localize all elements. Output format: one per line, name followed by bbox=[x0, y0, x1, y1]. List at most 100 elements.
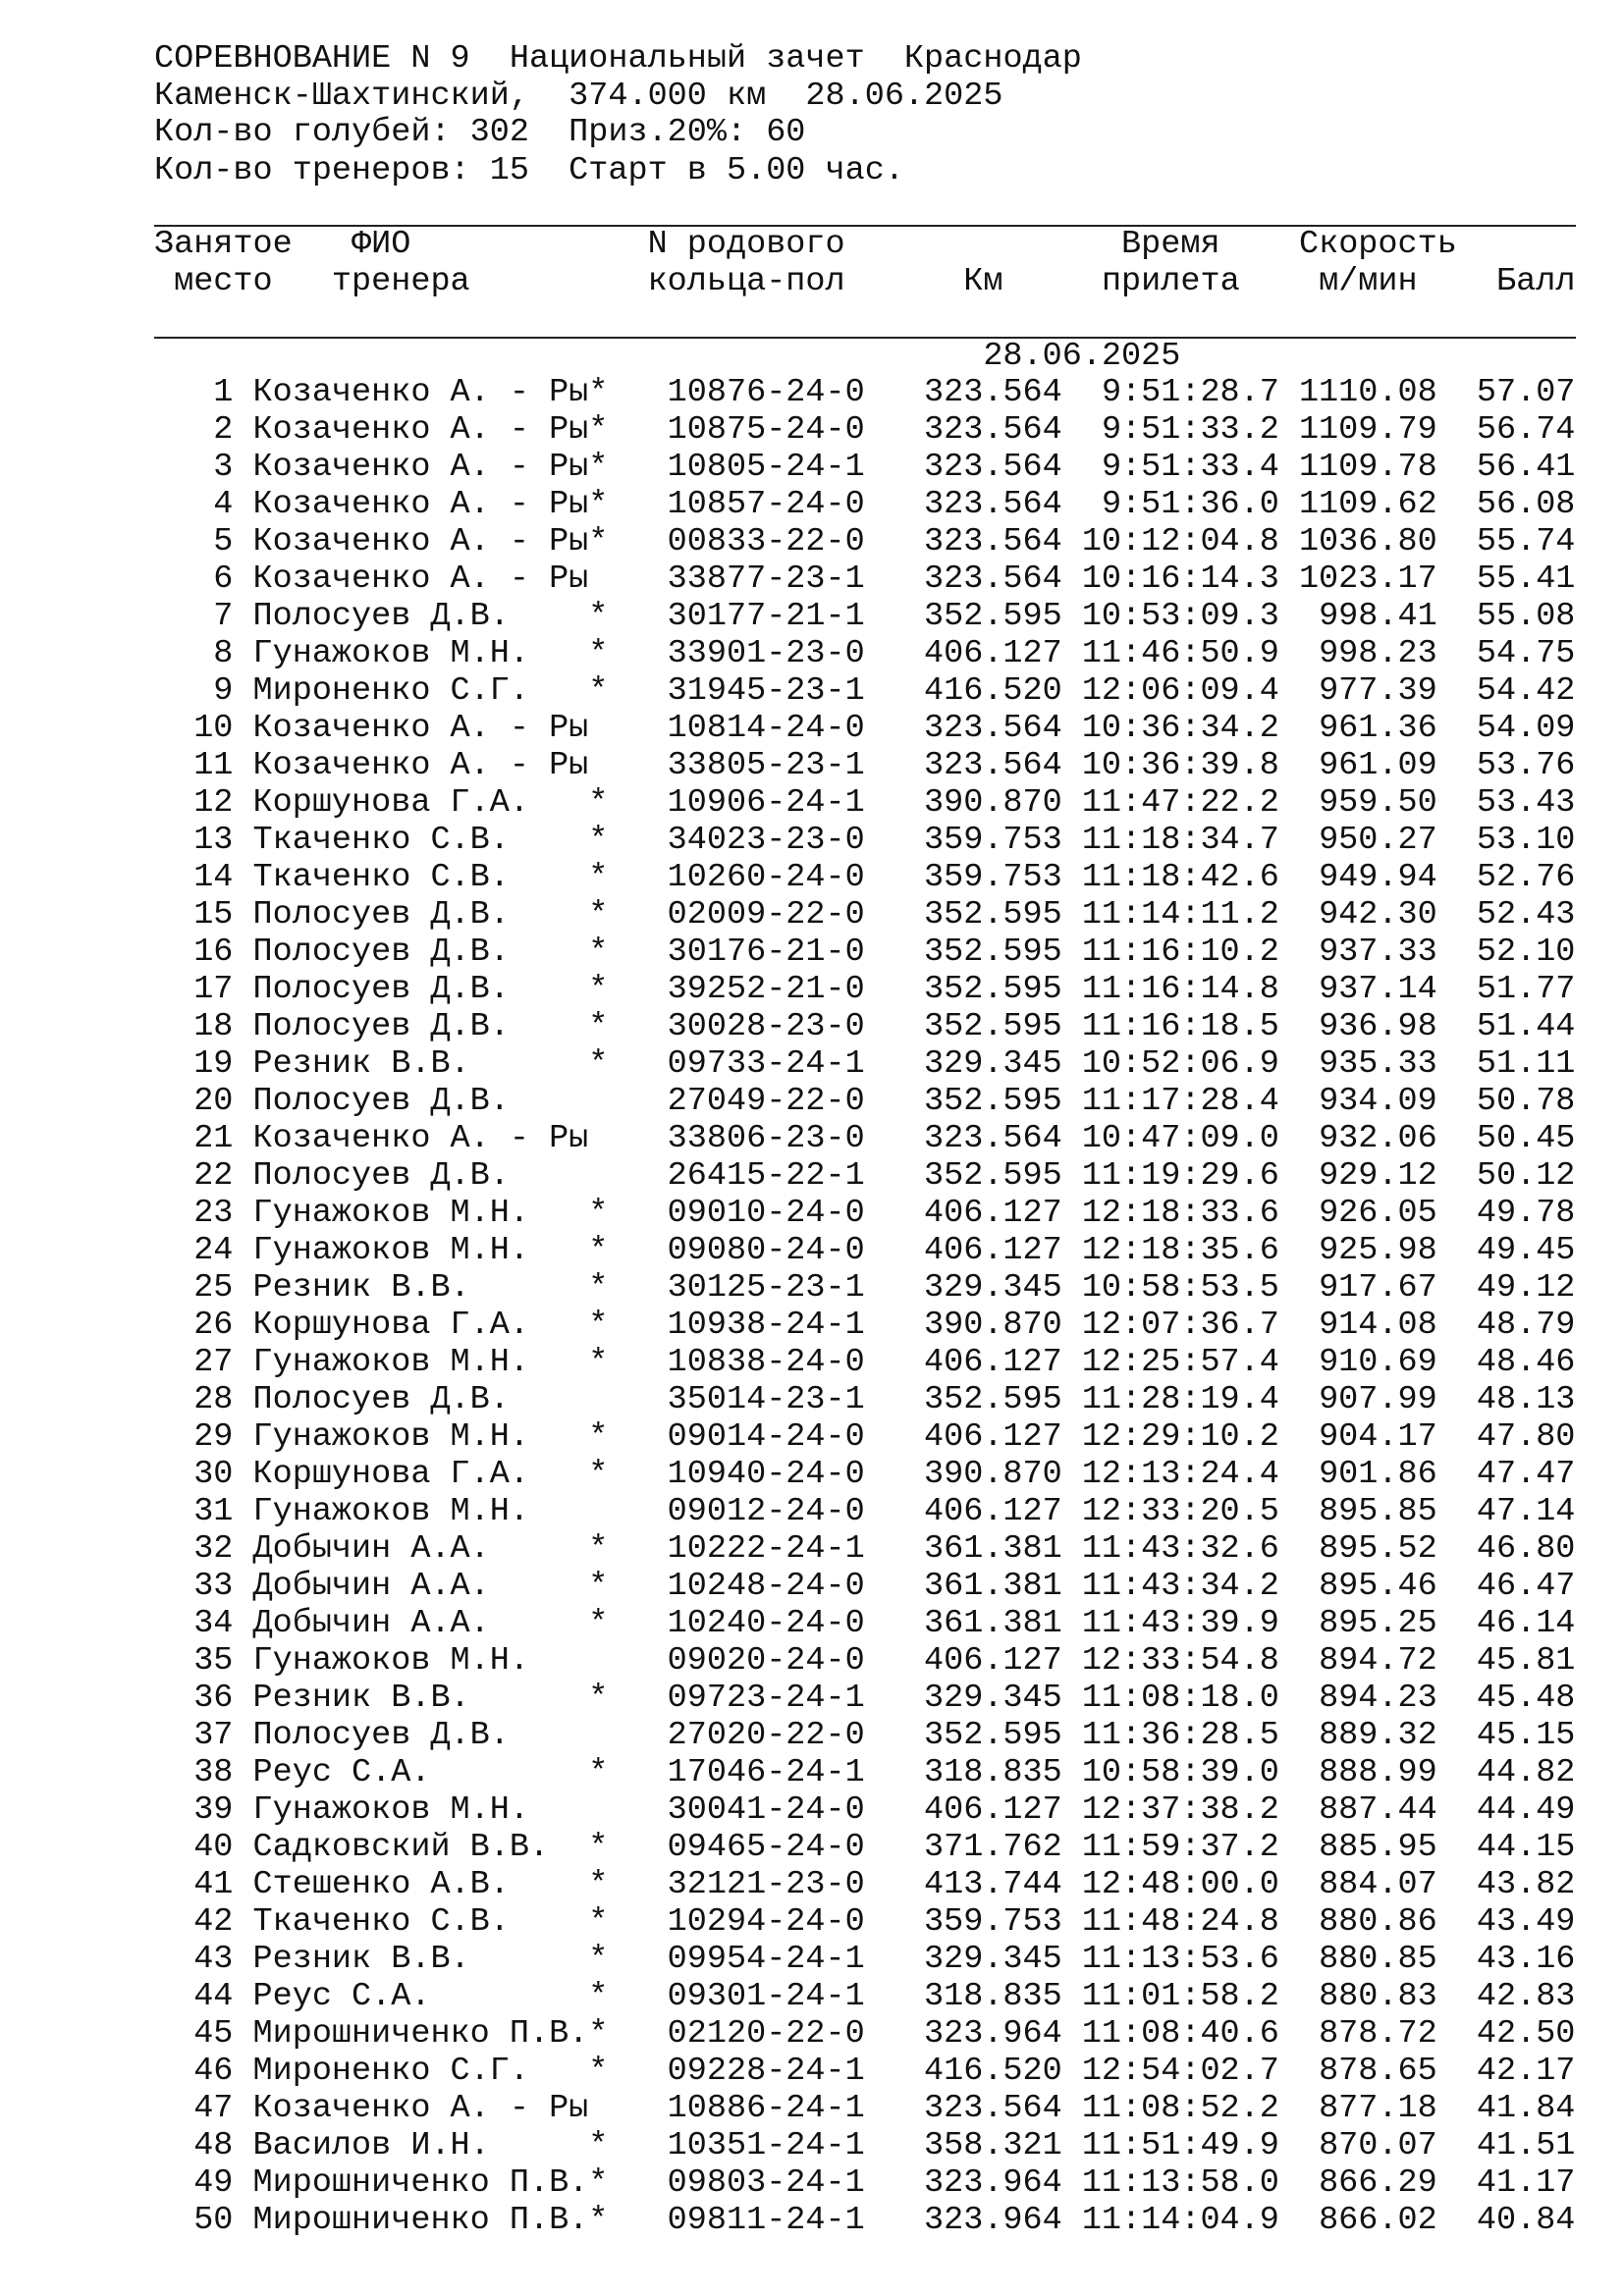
trainer-name-cell: Василов И.Н. bbox=[252, 2127, 490, 2164]
points-cell: 54.75 bbox=[1476, 635, 1576, 672]
pigeon-count: Кол-во голубей: 302 Приз.20%: 60 bbox=[154, 114, 806, 151]
points-cell: 55.74 bbox=[1476, 523, 1576, 561]
speed-cell: 866.02 bbox=[1319, 2202, 1437, 2239]
arrival-time-cell: 12:54:02.7 bbox=[1081, 2053, 1279, 2090]
speed-cell: 894.72 bbox=[1319, 1642, 1437, 1680]
distance-km-cell: 352.595 bbox=[924, 1157, 1062, 1195]
ring-number-cell: 09723-24-1 bbox=[667, 1680, 865, 1717]
table-row: 40 Садковский В.В. * 09465-24-0 371.762 11:59… bbox=[154, 1829, 1575, 1866]
trainer-count: Кол-во тренеров: 15 Старт в 5.00 час. bbox=[154, 152, 904, 189]
arrival-time-cell: 11:51:49.9 bbox=[1081, 2127, 1279, 2164]
trainer-name-cell: Ткаченко С.В. bbox=[252, 859, 510, 896]
place-cell: 32 bbox=[193, 1530, 234, 1568]
points-cell: 43.82 bbox=[1476, 1866, 1576, 1903]
trainer-name-cell: Полосуев Д.В. bbox=[252, 896, 510, 934]
points-cell: 45.15 bbox=[1476, 1717, 1576, 1754]
place-cell: 22 bbox=[193, 1157, 234, 1195]
points-cell: 49.45 bbox=[1476, 1232, 1576, 1269]
place-cell: 20 bbox=[193, 1083, 234, 1120]
speed-cell: 961.09 bbox=[1319, 747, 1437, 784]
points-cell: 51.44 bbox=[1476, 1008, 1576, 1045]
distance-km-cell: 323.964 bbox=[924, 2164, 1062, 2202]
ring-number-cell: 09811-24-1 bbox=[667, 2202, 865, 2239]
place-cell: 8 bbox=[213, 635, 234, 672]
mark-cell: * bbox=[588, 1754, 609, 1791]
col-time-header: Время bbox=[1121, 226, 1220, 263]
arrival-time-cell: 10:58:39.0 bbox=[1081, 1754, 1279, 1791]
table-row: 49 Мирошниченко П.В. * 09803-24-1 323.964 11:… bbox=[154, 2164, 1575, 2202]
table-row: 14 Ткаченко С.В. * 10260-24-0 359.753 11:18:4… bbox=[154, 859, 1575, 896]
ring-number-cell: 10240-24-0 bbox=[667, 1605, 865, 1642]
distance-km-cell: 352.595 bbox=[924, 1083, 1062, 1120]
ring-number-cell: 34023-23-0 bbox=[667, 822, 865, 859]
arrival-time-cell: 11:18:42.6 bbox=[1081, 859, 1279, 896]
place-cell: 16 bbox=[193, 934, 234, 971]
speed-cell: 870.07 bbox=[1319, 2127, 1437, 2164]
col-place-header-2: место bbox=[174, 263, 273, 300]
points-cell: 41.84 bbox=[1476, 2090, 1576, 2127]
mark-cell: * bbox=[588, 934, 609, 971]
points-cell: 44.82 bbox=[1476, 1754, 1576, 1791]
arrival-time-cell: 11:08:18.0 bbox=[1081, 1680, 1279, 1717]
mark-cell: * bbox=[588, 2127, 609, 2164]
place-cell: 25 bbox=[193, 1269, 234, 1307]
mark-cell: * bbox=[588, 2164, 609, 2202]
table-row: 46 Мироненко С.Г. * 09228-24-1 416.520 12:54:… bbox=[154, 2053, 1575, 2090]
ring-number-cell: 10875-24-0 bbox=[667, 411, 865, 449]
ring-number-cell: 09733-24-1 bbox=[667, 1045, 865, 1083]
arrival-time-cell: 10:58:53.5 bbox=[1081, 1269, 1279, 1307]
table-row: 26 Коршунова Г.А. * 10938-24-1 390.870 12:07:… bbox=[154, 1307, 1575, 1344]
trainer-name-cell: Мироненко С.Г. bbox=[252, 672, 529, 710]
place-cell: 26 bbox=[193, 1307, 234, 1344]
place-cell: 1 bbox=[213, 374, 234, 411]
place-cell: 2 bbox=[213, 411, 234, 449]
distance-km-cell: 406.127 bbox=[924, 1791, 1062, 1829]
distance-km-cell: 323.564 bbox=[924, 561, 1062, 598]
distance-km-cell: 359.753 bbox=[924, 859, 1062, 896]
points-cell: 51.11 bbox=[1476, 1045, 1576, 1083]
table-row: 21 Козаченко А. - Ры 33806-23-0 323.564 10:4… bbox=[154, 1120, 1575, 1157]
speed-cell: 1036.80 bbox=[1298, 523, 1437, 561]
distance-km-cell: 318.835 bbox=[924, 1754, 1062, 1791]
table-row: 50 Мирошниченко П.В. * 09811-24-1 323.964 11:… bbox=[154, 2202, 1575, 2239]
points-cell: 56.74 bbox=[1476, 411, 1576, 449]
col-ring-header-2: кольца-пол bbox=[647, 263, 845, 300]
mark-cell: * bbox=[588, 1195, 609, 1232]
trainer-name-cell: Полосуев Д.В. bbox=[252, 934, 510, 971]
mark-cell: * bbox=[588, 784, 609, 822]
arrival-time-cell: 11:28:19.4 bbox=[1081, 1381, 1279, 1418]
arrival-time-cell: 10:16:14.3 bbox=[1081, 561, 1279, 598]
trainer-name-cell: Гунажоков М.Н. bbox=[252, 1195, 529, 1232]
arrival-time-cell: 11:36:28.5 bbox=[1081, 1717, 1279, 1754]
table-row: 2 Козаченко А. - Ры * 10875-24-0 323.564 9:51… bbox=[154, 411, 1575, 449]
trainer-name-cell: Гунажоков М.Н. bbox=[252, 1232, 529, 1269]
trainer-name-cell: Реус С.А. bbox=[252, 1754, 431, 1791]
distance-km-cell: 413.744 bbox=[924, 1866, 1062, 1903]
place-cell: 19 bbox=[193, 1045, 234, 1083]
ring-number-cell: 10805-24-1 bbox=[667, 449, 865, 486]
points-cell: 48.79 bbox=[1476, 1307, 1576, 1344]
place-cell: 50 bbox=[193, 2202, 234, 2239]
speed-cell: 904.17 bbox=[1319, 1418, 1437, 1456]
points-cell: 44.15 bbox=[1476, 1829, 1576, 1866]
place-cell: 13 bbox=[193, 822, 234, 859]
ring-number-cell: 10248-24-0 bbox=[667, 1568, 865, 1605]
distance-km-cell: 323.564 bbox=[924, 523, 1062, 561]
distance-km-cell: 352.595 bbox=[924, 1008, 1062, 1045]
table-row: 30 Коршунова Г.А. * 10940-24-0 390.870 12:13:… bbox=[154, 1456, 1575, 1493]
trainer-name-cell: Козаченко А. - Ры bbox=[252, 1120, 589, 1157]
table-row: 5 Козаченко А. - Ры * 00833-22-0 323.564 10:1… bbox=[154, 523, 1575, 561]
ring-number-cell: 10351-24-1 bbox=[667, 2127, 865, 2164]
ring-number-cell: 30041-24-0 bbox=[667, 1791, 865, 1829]
mark-cell: * bbox=[588, 486, 609, 523]
trainer-name-cell: Полосуев Д.В. bbox=[252, 1083, 510, 1120]
distance-km-cell: 406.127 bbox=[924, 1493, 1062, 1530]
trainer-name-cell: Полосуев Д.В. bbox=[252, 598, 510, 635]
distance-km-cell: 323.564 bbox=[924, 2090, 1062, 2127]
points-cell: 48.46 bbox=[1476, 1344, 1576, 1381]
mark-cell: * bbox=[588, 1307, 609, 1344]
distance-km-cell: 352.595 bbox=[924, 896, 1062, 934]
table-row: 24 Гунажоков М.Н. * 09080-24-0 406.127 12:18:… bbox=[154, 1232, 1575, 1269]
release-info: Каменск-Шахтинский, 374.000 км 28.06.202… bbox=[154, 78, 1003, 115]
distance-km-cell: 352.595 bbox=[924, 598, 1062, 635]
